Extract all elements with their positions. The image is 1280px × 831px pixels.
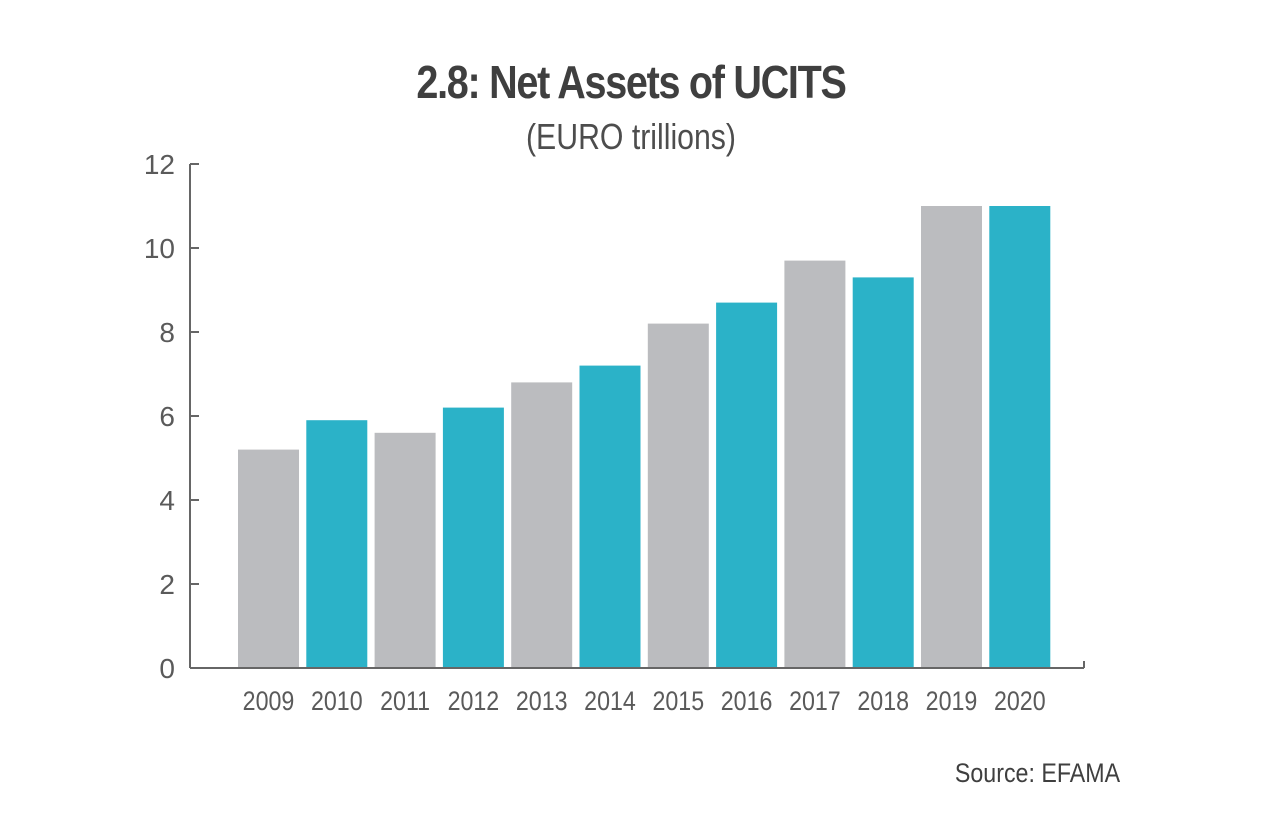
chart-subtitle: (EURO trillions) xyxy=(525,116,736,157)
bar-2012 xyxy=(442,407,504,668)
bar-2019 xyxy=(921,206,982,668)
x-tick-labels: 2009 2010 2011 2012 2013 2014 2015 2016 2017 2018… xyxy=(243,686,1046,716)
y-tick-label-2: 2 xyxy=(159,569,175,600)
bar-2017 xyxy=(784,260,846,668)
x-tick-label-2010: 2010 xyxy=(311,686,363,716)
x-tick-label-2017: 2017 xyxy=(789,686,841,716)
source-note: Source: EFAMA xyxy=(954,758,1120,788)
axes-group xyxy=(189,163,1085,669)
y-tick-label-8: 8 xyxy=(159,317,175,348)
bar-2010 xyxy=(306,420,368,668)
bars-group xyxy=(238,206,1051,668)
y-tick-label-0: 0 xyxy=(159,653,175,684)
bar-2013 xyxy=(511,382,573,668)
x-tick-label-2016: 2016 xyxy=(721,686,773,716)
bar-2011 xyxy=(374,432,436,668)
x-tick-label-2020: 2020 xyxy=(994,686,1046,716)
y-tick-label-6: 6 xyxy=(159,401,175,432)
x-tick-label-2019: 2019 xyxy=(926,686,978,716)
y-tick-label-10: 10 xyxy=(144,233,175,264)
y-tick-label-4: 4 xyxy=(159,485,175,516)
y-tick-labels: 0 2 4 6 8 10 12 xyxy=(144,149,175,684)
bar-2016 xyxy=(716,302,778,668)
bar-2009 xyxy=(238,449,299,668)
x-tick-label-2011: 2011 xyxy=(380,686,430,716)
x-tick-label-2009: 2009 xyxy=(243,686,295,716)
bar-2020 xyxy=(989,206,1051,668)
x-tick-label-2014: 2014 xyxy=(584,686,636,716)
y-tick-label-12: 12 xyxy=(144,149,175,180)
x-tick-label-2012: 2012 xyxy=(448,686,500,716)
chart-title: 2.8: Net Assets of UCITS xyxy=(416,56,847,108)
bar-2014 xyxy=(579,365,641,668)
x-tick-label-2018: 2018 xyxy=(857,686,909,716)
x-tick-label-2015: 2015 xyxy=(652,686,704,716)
x-tick-label-2013: 2013 xyxy=(516,686,568,716)
bar-2015 xyxy=(647,323,709,668)
bar-2018 xyxy=(852,277,914,668)
